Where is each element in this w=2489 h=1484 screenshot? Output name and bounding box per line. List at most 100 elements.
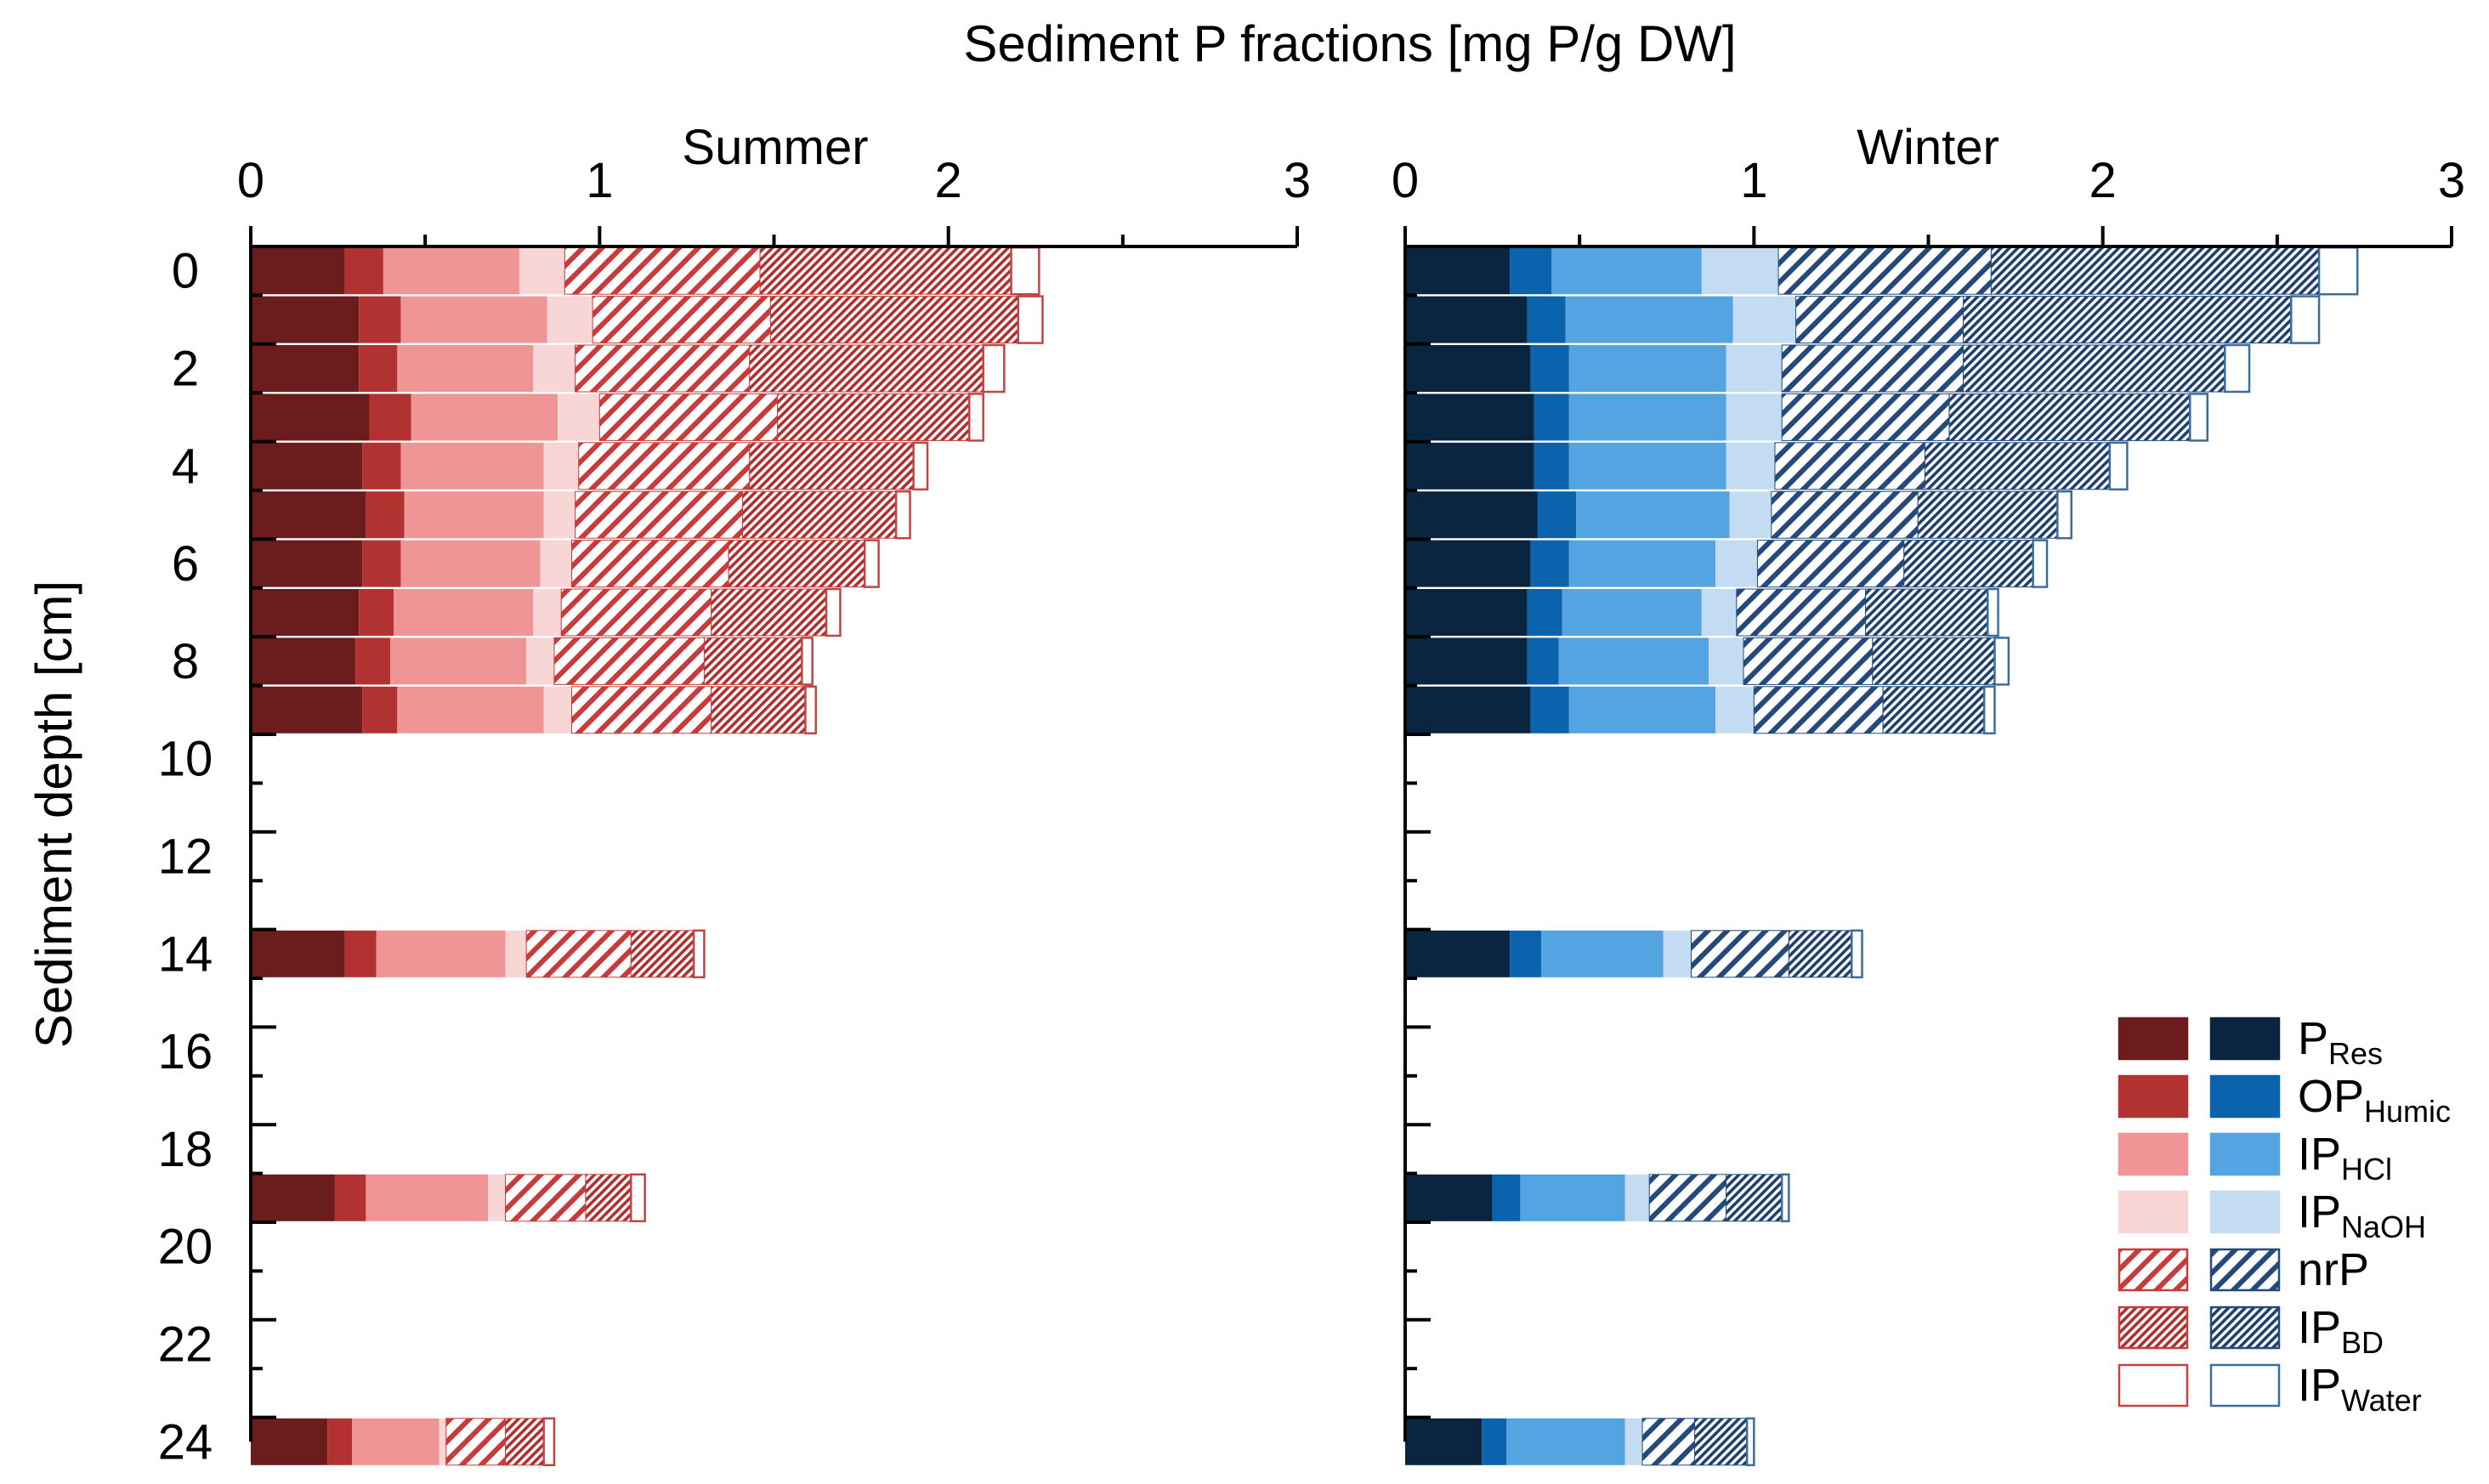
bar-winter-depth-14 bbox=[1405, 929, 1863, 979]
y-tick-label: 14 bbox=[158, 926, 213, 982]
bar-segment-nrP bbox=[575, 490, 744, 539]
bar-segment-OPHumic bbox=[359, 345, 398, 392]
figure-title: Sediment P fractions [mg P/g DW] bbox=[963, 15, 1736, 72]
bar-winter-depth-0 bbox=[1405, 246, 2359, 296]
legend-item-IPNaOH: IPNaOH bbox=[2118, 1187, 2426, 1244]
bar-segment-nrP bbox=[1781, 344, 1965, 393]
bar-segment-IPHCl bbox=[397, 686, 544, 734]
bar-summer-depth-3 bbox=[251, 393, 984, 442]
bar-segment-IPHCl bbox=[1558, 637, 1709, 685]
bar-segment-IPBD bbox=[1882, 686, 1985, 734]
bar-segment-IPWater bbox=[825, 587, 842, 637]
bar-segment-nrP bbox=[1777, 246, 1992, 295]
bar-segment-PRes bbox=[1405, 247, 1511, 295]
bar-segment-IPBD bbox=[1865, 588, 1988, 637]
legend-item-IPHCl: IPHCl bbox=[2118, 1129, 2392, 1187]
bar-segment-PRes bbox=[1405, 491, 1538, 539]
bar-segment-OPHumic bbox=[1530, 540, 1569, 587]
bar-segment-nrP bbox=[553, 637, 705, 685]
bar-segment-nrP bbox=[1756, 540, 1905, 588]
bar-summer-depth-1 bbox=[251, 295, 1044, 344]
x-tick-label-summer: 1 bbox=[586, 153, 613, 208]
bar-segment-IPNaOH bbox=[1663, 930, 1692, 977]
legend-label: IPHCl bbox=[2298, 1129, 2392, 1187]
bar-segment-OPHumic bbox=[1534, 394, 1569, 441]
legend-swatch-winter bbox=[2209, 1017, 2281, 1061]
bar-segment-nrP bbox=[1648, 1174, 1727, 1222]
bar-segment-PRes bbox=[1405, 345, 1531, 392]
bar-segment-nrP bbox=[564, 246, 761, 295]
bar-segment-IPBD bbox=[1872, 637, 1995, 685]
bar-segment-nrP bbox=[598, 393, 779, 441]
bar-summer-depth-24 bbox=[251, 1417, 556, 1467]
bar-segment-IPNaOH bbox=[543, 491, 575, 539]
x-tick-label-summer: 3 bbox=[1284, 153, 1311, 208]
bar-segment-PRes bbox=[1405, 1174, 1493, 1221]
bar-summer-depth-2 bbox=[251, 343, 1006, 394]
bar-segment-OPHumic bbox=[1527, 589, 1562, 636]
bar-segment-IPBD bbox=[777, 393, 970, 441]
y-tick-label: 8 bbox=[172, 634, 199, 689]
bar-segment-OPHumic bbox=[1530, 345, 1569, 392]
bar-segment-IPWater bbox=[894, 490, 911, 540]
bar-segment-IPNaOH bbox=[547, 296, 593, 343]
bar-segment-OPHumic bbox=[1530, 686, 1569, 734]
bar-segment-IPBD bbox=[1903, 540, 2034, 588]
bar-segment-IPWater bbox=[542, 1417, 556, 1467]
bar-segment-nrP bbox=[1774, 442, 1925, 490]
bar-segment-IPNaOH bbox=[1715, 540, 1758, 587]
legend-swatch-winter bbox=[2209, 1132, 2281, 1176]
bar-segment-IPWater bbox=[1850, 929, 1863, 979]
bar-segment-PRes bbox=[251, 296, 360, 343]
bar-segment-IPWater bbox=[2289, 295, 2321, 344]
y-tick-label: 0 bbox=[172, 244, 199, 299]
legend-swatch-winter bbox=[2209, 1074, 2281, 1119]
bar-winter-depth-6 bbox=[1405, 539, 2049, 588]
bar-winter-depth-3 bbox=[1405, 393, 2209, 442]
bar-segment-IPBD bbox=[711, 588, 827, 637]
bar-segment-OPHumic bbox=[1482, 1418, 1506, 1465]
bar-segment-IPNaOH bbox=[1624, 1418, 1643, 1465]
panel-title-winter: Winter bbox=[1857, 120, 1999, 175]
bar-segment-PRes bbox=[1405, 589, 1528, 636]
bar-segment-nrP bbox=[578, 442, 751, 490]
bar-segment-IPBD bbox=[711, 686, 806, 734]
bar-winter-depth-9 bbox=[1405, 685, 1996, 735]
x-tick-label-summer: 2 bbox=[935, 153, 962, 208]
legend-swatch-summer bbox=[2118, 1306, 2189, 1350]
bar-winter-depth-1 bbox=[1405, 295, 2321, 344]
bar-summer-depth-4 bbox=[251, 441, 929, 491]
bar-segment-IPWater bbox=[1780, 1173, 1790, 1223]
bar-summer-depth-9 bbox=[251, 685, 817, 735]
legend-label: PRes bbox=[2298, 1013, 2383, 1071]
bar-segment-nrP bbox=[592, 296, 771, 344]
bar-segment-PRes bbox=[251, 1174, 335, 1221]
y-tick-label: 20 bbox=[158, 1220, 213, 1275]
bar-segment-PRes bbox=[1405, 686, 1531, 734]
bar-segment-IPNaOH bbox=[1726, 394, 1783, 441]
bar-segment-IPBD bbox=[769, 296, 1019, 344]
bar-summer-depth-5 bbox=[251, 490, 911, 540]
bar-segment-IPWater bbox=[630, 1173, 646, 1223]
bar-segment-IPNaOH bbox=[1726, 345, 1783, 392]
bar-segment-IPHCl bbox=[1565, 296, 1733, 343]
bar-segment-IPWater bbox=[863, 539, 880, 588]
bar-summer-depth-19 bbox=[251, 1173, 646, 1223]
bar-segment-IPHCl bbox=[1576, 491, 1730, 539]
legend-label: IPNaOH bbox=[2298, 1187, 2426, 1244]
bar-segment-IPWater bbox=[692, 929, 706, 979]
bar-segment-IPHCl bbox=[1505, 1418, 1625, 1465]
bar-segment-PRes bbox=[1405, 540, 1531, 587]
bar-segment-IPWater bbox=[2224, 343, 2251, 394]
bar-segment-IPNaOH bbox=[439, 1418, 446, 1465]
bar-segment-IPWater bbox=[1987, 587, 1999, 637]
bar-segment-IPWater bbox=[2032, 539, 2049, 588]
panel-title-summer: Summer bbox=[682, 120, 868, 175]
bar-segment-OPHumic bbox=[327, 1418, 352, 1465]
bar-segment-nrP bbox=[1641, 1418, 1696, 1466]
bar-segment-OPHumic bbox=[369, 394, 411, 441]
bar-segment-IPBD bbox=[630, 930, 695, 978]
bar-segment-PRes bbox=[251, 491, 366, 539]
y-tick-label: 6 bbox=[172, 536, 199, 592]
